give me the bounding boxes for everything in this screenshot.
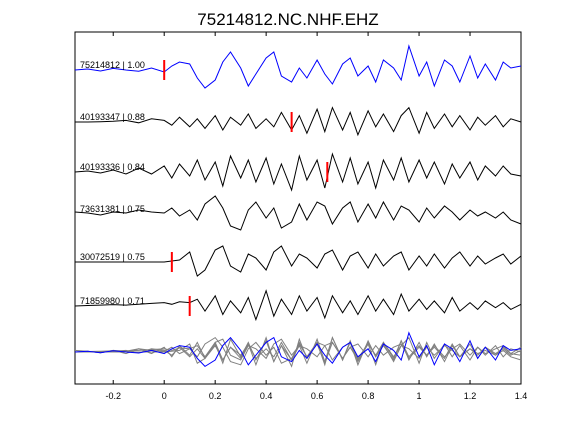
trace-line: [74, 289, 522, 322]
trace-line: [74, 195, 522, 231]
x-tick-label: 1.2: [464, 391, 477, 401]
x-tick-label: -0.2: [105, 391, 121, 401]
trace-line: [74, 44, 522, 89]
trace-line: [74, 152, 522, 192]
trace-line: [75, 245, 522, 277]
x-tick-label: 0.8: [362, 391, 375, 401]
x-tick-label: 0.6: [311, 391, 324, 401]
x-tick-label: 0.4: [260, 391, 273, 401]
x-tick-label: 1: [417, 391, 422, 401]
pick-markers: [163, 60, 329, 316]
trace-label: 40193347 | 0.88: [80, 112, 145, 122]
stack-traces: [74, 331, 522, 368]
trace-line: [75, 106, 522, 137]
x-tick-label: 0.2: [209, 391, 222, 401]
trace-label: 30072519 | 0.75: [80, 252, 145, 262]
plot-frame: [74, 31, 522, 385]
trace-label: 40193336 | 0.84: [80, 162, 145, 172]
x-tick-label: 1.4: [515, 391, 528, 401]
x-axis-ticks: -0.2 0 0.2 0.4 0.6 0.8 1 1.2 1.4: [105, 32, 527, 401]
traces: [74, 44, 522, 322]
chart-title: 75214812.NC.NHF.EHZ: [197, 10, 378, 29]
trace-label: 73631381 | 0.75: [80, 204, 145, 214]
trace-labels: 75214812 | 1.00 40193347 | 0.88 40193336 |…: [80, 60, 145, 306]
trace-label: 71859980 | 0.71: [80, 296, 145, 306]
stack-trace: [75, 338, 522, 364]
x-tick-label: 0: [162, 391, 167, 401]
trace-label: 75214812 | 1.00: [80, 60, 145, 70]
stack-trace-primary: [74, 331, 522, 368]
